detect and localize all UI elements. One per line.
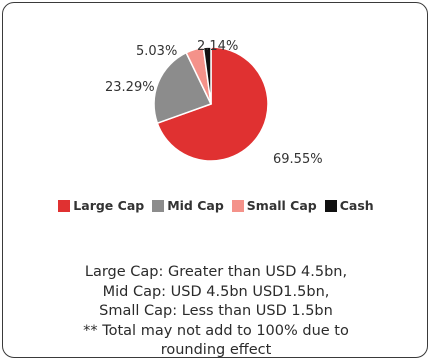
legend-swatch-small-cap — [231, 199, 244, 212]
pie-slice-cash — [202, 46, 212, 105]
slice-label-mid-cap: 23.29% — [105, 80, 155, 95]
market-cap-notes: Large Cap: Greater than USD 4.5bn, Mid C… — [3, 263, 427, 358]
pie-slice-large-cap — [156, 46, 269, 162]
market-cap-pie-chart: 69.55% 23.29% 5.03% 2.14% — [105, 39, 323, 167]
slice-label-small-cap: 5.03% — [136, 44, 177, 59]
slice-label-large-cap: 69.55% — [273, 152, 323, 167]
legend-item-mid-cap: Mid Cap — [152, 198, 224, 213]
allocation-card: 69.55% 23.29% 5.03% 2.14% Large Cap Mid Cap… — [2, 2, 428, 358]
legend-label-cash: Cash — [339, 198, 374, 213]
legend-label-small-cap: Small Cap — [246, 198, 317, 213]
legend-label-mid-cap: Mid Cap — [167, 198, 224, 213]
note-small-cap: Small Cap: Less than USD 1.5bn — [99, 303, 333, 319]
slice-label-cash: 2.14% — [197, 39, 238, 54]
note-large-cap: Large Cap: Greater than USD 4.5bn, — [84, 264, 348, 280]
note-mid-cap: Mid Cap: USD 4.5bn USD1.5bn, — [102, 283, 330, 300]
note-rounding: ** Total may not add to 100% due to — [83, 322, 349, 339]
chart-legend: Large Cap Mid Cap Small Cap Cash — [3, 198, 427, 213]
legend-item-small-cap: Small Cap — [231, 198, 317, 213]
note-rounding-cont: rounding effect — [160, 342, 272, 358]
legend-swatch-mid-cap — [152, 199, 165, 212]
legend-item-large-cap: Large Cap — [58, 198, 144, 213]
pie-slice-mid-cap — [153, 51, 213, 125]
legend-swatch-cash — [324, 199, 337, 212]
legend-swatch-large-cap — [58, 199, 71, 212]
legend-label-large-cap: Large Cap — [73, 198, 145, 213]
legend-item-cash: Cash — [324, 198, 374, 213]
